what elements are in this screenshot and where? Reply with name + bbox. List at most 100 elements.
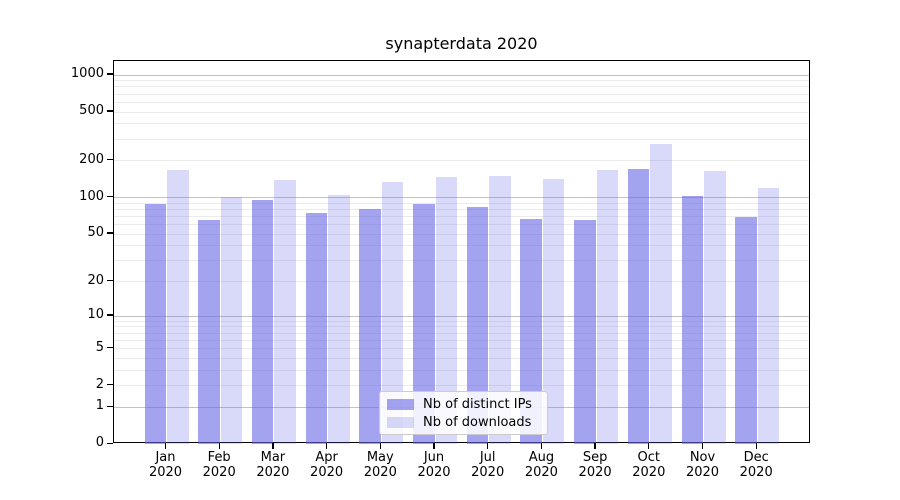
bar-nb-of-downloads-may-2020 bbox=[381, 182, 404, 445]
bar-nb-of-distinct-ips-jul-2020 bbox=[466, 206, 489, 445]
bars-layer bbox=[114, 61, 809, 445]
x-tick-label-aug-2020: Aug 2020 bbox=[524, 450, 558, 480]
legend-swatch-downloads bbox=[387, 416, 414, 428]
bar-nb-of-distinct-ips-apr-2020 bbox=[305, 212, 328, 445]
y-tick-100 bbox=[107, 195, 113, 198]
bar-nb-of-distinct-ips-may-2020 bbox=[359, 208, 381, 445]
grid-minor-line-9 bbox=[114, 320, 809, 322]
y-tick-label-1000: 1000 bbox=[70, 66, 104, 82]
y-tick-0 bbox=[107, 442, 113, 444]
y-tick-50 bbox=[107, 232, 113, 234]
legend-item-distinct-ips: Nb of distinct IPs bbox=[387, 397, 540, 412]
grid-minor-line-60 bbox=[114, 224, 809, 226]
bar-nb-of-downloads-jul-2020 bbox=[489, 175, 511, 445]
bar-nb-of-downloads-aug-2020 bbox=[542, 179, 565, 445]
y-tick-label-0: 0 bbox=[95, 435, 104, 451]
grid-minor-line-3 bbox=[114, 369, 809, 371]
x-tick-jan-2020 bbox=[164, 443, 167, 449]
x-tick-apr-2020 bbox=[325, 443, 328, 449]
legend-label-downloads: Nb of downloads bbox=[423, 414, 532, 430]
grid-minor-line-20 bbox=[114, 281, 809, 283]
y-tick-label-20: 20 bbox=[87, 272, 104, 288]
grid-major-line-10 bbox=[114, 315, 809, 317]
x-tick-mar-2020 bbox=[272, 443, 274, 449]
grid-minor-line-80 bbox=[114, 208, 809, 210]
y-tick-label-100: 100 bbox=[79, 188, 104, 204]
bar-nb-of-downloads-feb-2020 bbox=[220, 197, 243, 445]
y-tick-label-1: 1 bbox=[95, 398, 104, 414]
x-tick-aug-2020 bbox=[540, 443, 543, 449]
bar-nb-of-downloads-jun-2020 bbox=[435, 176, 457, 445]
grid-minor-line-6 bbox=[114, 339, 809, 341]
bar-nb-of-downloads-dec-2020 bbox=[757, 187, 780, 445]
y-tick-label-10: 10 bbox=[87, 307, 104, 323]
grid-minor-line-70 bbox=[114, 215, 809, 217]
x-tick-label-oct-2020: Oct 2020 bbox=[632, 450, 666, 480]
y-tick-5 bbox=[107, 346, 113, 349]
x-tick-nov-2020 bbox=[701, 443, 704, 449]
grid-minor-line-900 bbox=[114, 80, 809, 82]
x-tick-sep-2020 bbox=[594, 443, 596, 449]
bar-nb-of-downloads-oct-2020 bbox=[650, 143, 672, 445]
bar-nb-of-downloads-nov-2020 bbox=[704, 171, 726, 445]
legend: Nb of distinct IPs Nb of downloads bbox=[379, 391, 548, 435]
y-tick-200 bbox=[107, 159, 113, 161]
bar-nb-of-distinct-ips-jan-2020 bbox=[144, 204, 166, 445]
grid-minor-line-500 bbox=[114, 111, 809, 113]
bar-nb-of-downloads-apr-2020 bbox=[328, 194, 350, 445]
y-tick-label-5: 5 bbox=[95, 339, 104, 355]
grid-minor-line-40 bbox=[114, 245, 809, 247]
x-tick-label-dec-2020: Dec 2020 bbox=[739, 450, 773, 480]
y-tick-label-2: 2 bbox=[95, 376, 104, 392]
bar-nb-of-distinct-ips-jun-2020 bbox=[413, 203, 435, 445]
x-tick-dec-2020 bbox=[755, 443, 757, 449]
grid-minor-line-5 bbox=[114, 348, 809, 350]
y-tick-20 bbox=[107, 279, 113, 282]
x-tick-label-feb-2020: Feb 2020 bbox=[202, 450, 236, 480]
bar-nb-of-distinct-ips-feb-2020 bbox=[198, 220, 220, 445]
chart-title: synapterdata 2020 bbox=[385, 34, 538, 53]
legend-swatch-distinct-ips bbox=[387, 398, 414, 410]
legend-label-distinct-ips: Nb of distinct IPs bbox=[423, 396, 532, 412]
bar-nb-of-distinct-ips-oct-2020 bbox=[627, 169, 650, 445]
grid-minor-line-800 bbox=[114, 86, 809, 88]
x-tick-label-may-2020: May 2020 bbox=[363, 450, 397, 480]
y-tick-500 bbox=[107, 110, 113, 112]
legend-item-downloads: Nb of downloads bbox=[387, 415, 540, 430]
grid-minor-line-200 bbox=[114, 160, 809, 162]
grid-major-line-1000 bbox=[114, 74, 809, 76]
x-tick-label-apr-2020: Apr 2020 bbox=[310, 450, 344, 480]
grid-minor-line-2 bbox=[114, 385, 809, 387]
y-tick-label-50: 50 bbox=[87, 225, 104, 241]
x-tick-label-jun-2020: Jun 2020 bbox=[417, 450, 451, 480]
x-tick-label-jul-2020: Jul 2020 bbox=[471, 450, 505, 480]
bar-nb-of-distinct-ips-dec-2020 bbox=[735, 217, 757, 445]
grid-minor-line-30 bbox=[114, 260, 809, 262]
y-tick-1 bbox=[107, 405, 113, 407]
bar-nb-of-distinct-ips-nov-2020 bbox=[681, 196, 703, 445]
grid-minor-line-8 bbox=[114, 326, 809, 328]
grid-minor-line-600 bbox=[114, 101, 809, 103]
grid-major-line-100 bbox=[114, 197, 809, 199]
grid-minor-line-90 bbox=[114, 202, 809, 204]
grid-minor-line-300 bbox=[114, 138, 809, 140]
y-tick-2 bbox=[107, 383, 113, 386]
grid-minor-line-400 bbox=[114, 123, 809, 125]
x-tick-may-2020 bbox=[379, 443, 381, 449]
x-tick-feb-2020 bbox=[218, 443, 220, 449]
grid-minor-line-700 bbox=[114, 93, 809, 95]
x-tick-label-nov-2020: Nov 2020 bbox=[685, 450, 720, 480]
y-tick-10 bbox=[107, 314, 113, 316]
bar-nb-of-downloads-sep-2020 bbox=[596, 170, 619, 445]
y-tick-label-200: 200 bbox=[79, 151, 104, 167]
x-tick-oct-2020 bbox=[648, 443, 650, 449]
bar-nb-of-distinct-ips-mar-2020 bbox=[251, 200, 274, 445]
x-tick-jul-2020 bbox=[487, 443, 489, 449]
grid-minor-line-4 bbox=[114, 357, 809, 359]
y-tick-1000 bbox=[107, 73, 113, 75]
bar-nb-of-distinct-ips-aug-2020 bbox=[520, 218, 542, 445]
x-tick-jun-2020 bbox=[433, 443, 435, 449]
grid-layer bbox=[114, 61, 809, 442]
x-tick-label-jan-2020: Jan 2020 bbox=[148, 450, 183, 480]
